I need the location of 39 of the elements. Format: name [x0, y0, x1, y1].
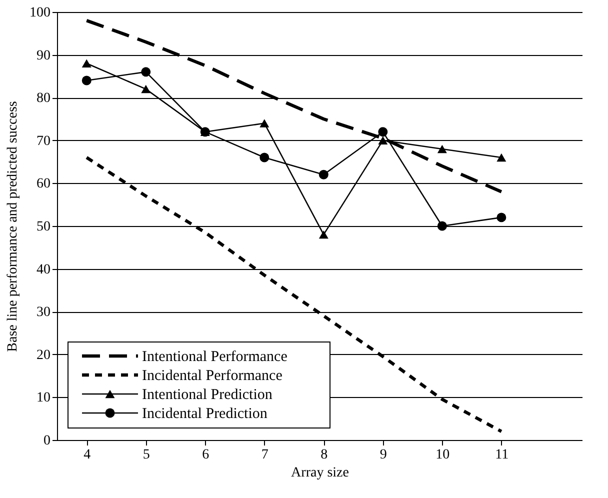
y-tick-label: 30 — [36, 305, 50, 320]
x-tick-label: 4 — [84, 448, 91, 462]
point — [378, 127, 388, 137]
point — [496, 153, 506, 162]
y-tick-label: 70 — [36, 134, 50, 149]
legend-label: Incidental Prediction — [142, 406, 268, 422]
y-tick-label: 80 — [36, 91, 50, 106]
x-tick-label: 7 — [261, 448, 268, 462]
x-tick-label: 11 — [495, 448, 509, 462]
point — [260, 152, 270, 162]
point — [141, 67, 151, 77]
y-tick-label: 60 — [36, 176, 50, 192]
x-tick-label: 8 — [320, 448, 328, 462]
x-tick-label: 6 — [202, 448, 210, 462]
y-tick-label: 0 — [44, 434, 50, 448]
y-tick-label: 50 — [36, 220, 50, 234]
x-tick-label: 5 — [142, 448, 150, 462]
x-tick-label: 10 — [436, 448, 450, 462]
y-tick-label: 10 — [36, 390, 50, 406]
point — [318, 170, 328, 180]
legend-label: Intentional Prediction — [142, 387, 273, 403]
x-tick-label: 9 — [380, 448, 387, 462]
point — [318, 230, 328, 239]
y-axis-title: Base line performance and predicted success — [6, 101, 20, 352]
point — [141, 84, 151, 94]
y-tick-label: 40 — [36, 262, 50, 278]
point — [378, 136, 388, 145]
point — [437, 144, 447, 154]
x-axis-title: Array size — [291, 466, 349, 480]
point — [82, 76, 92, 86]
point — [496, 212, 506, 222]
legend-label: Intentional Performance — [142, 349, 288, 365]
point — [82, 59, 92, 68]
point — [437, 221, 447, 231]
y-tick-label: 20 — [36, 348, 50, 363]
point — [260, 119, 270, 128]
y-tick-label: 90 — [36, 48, 50, 64]
legend-label: Incidental Performance — [142, 368, 283, 384]
y-tick-label: 100 — [30, 6, 50, 20]
